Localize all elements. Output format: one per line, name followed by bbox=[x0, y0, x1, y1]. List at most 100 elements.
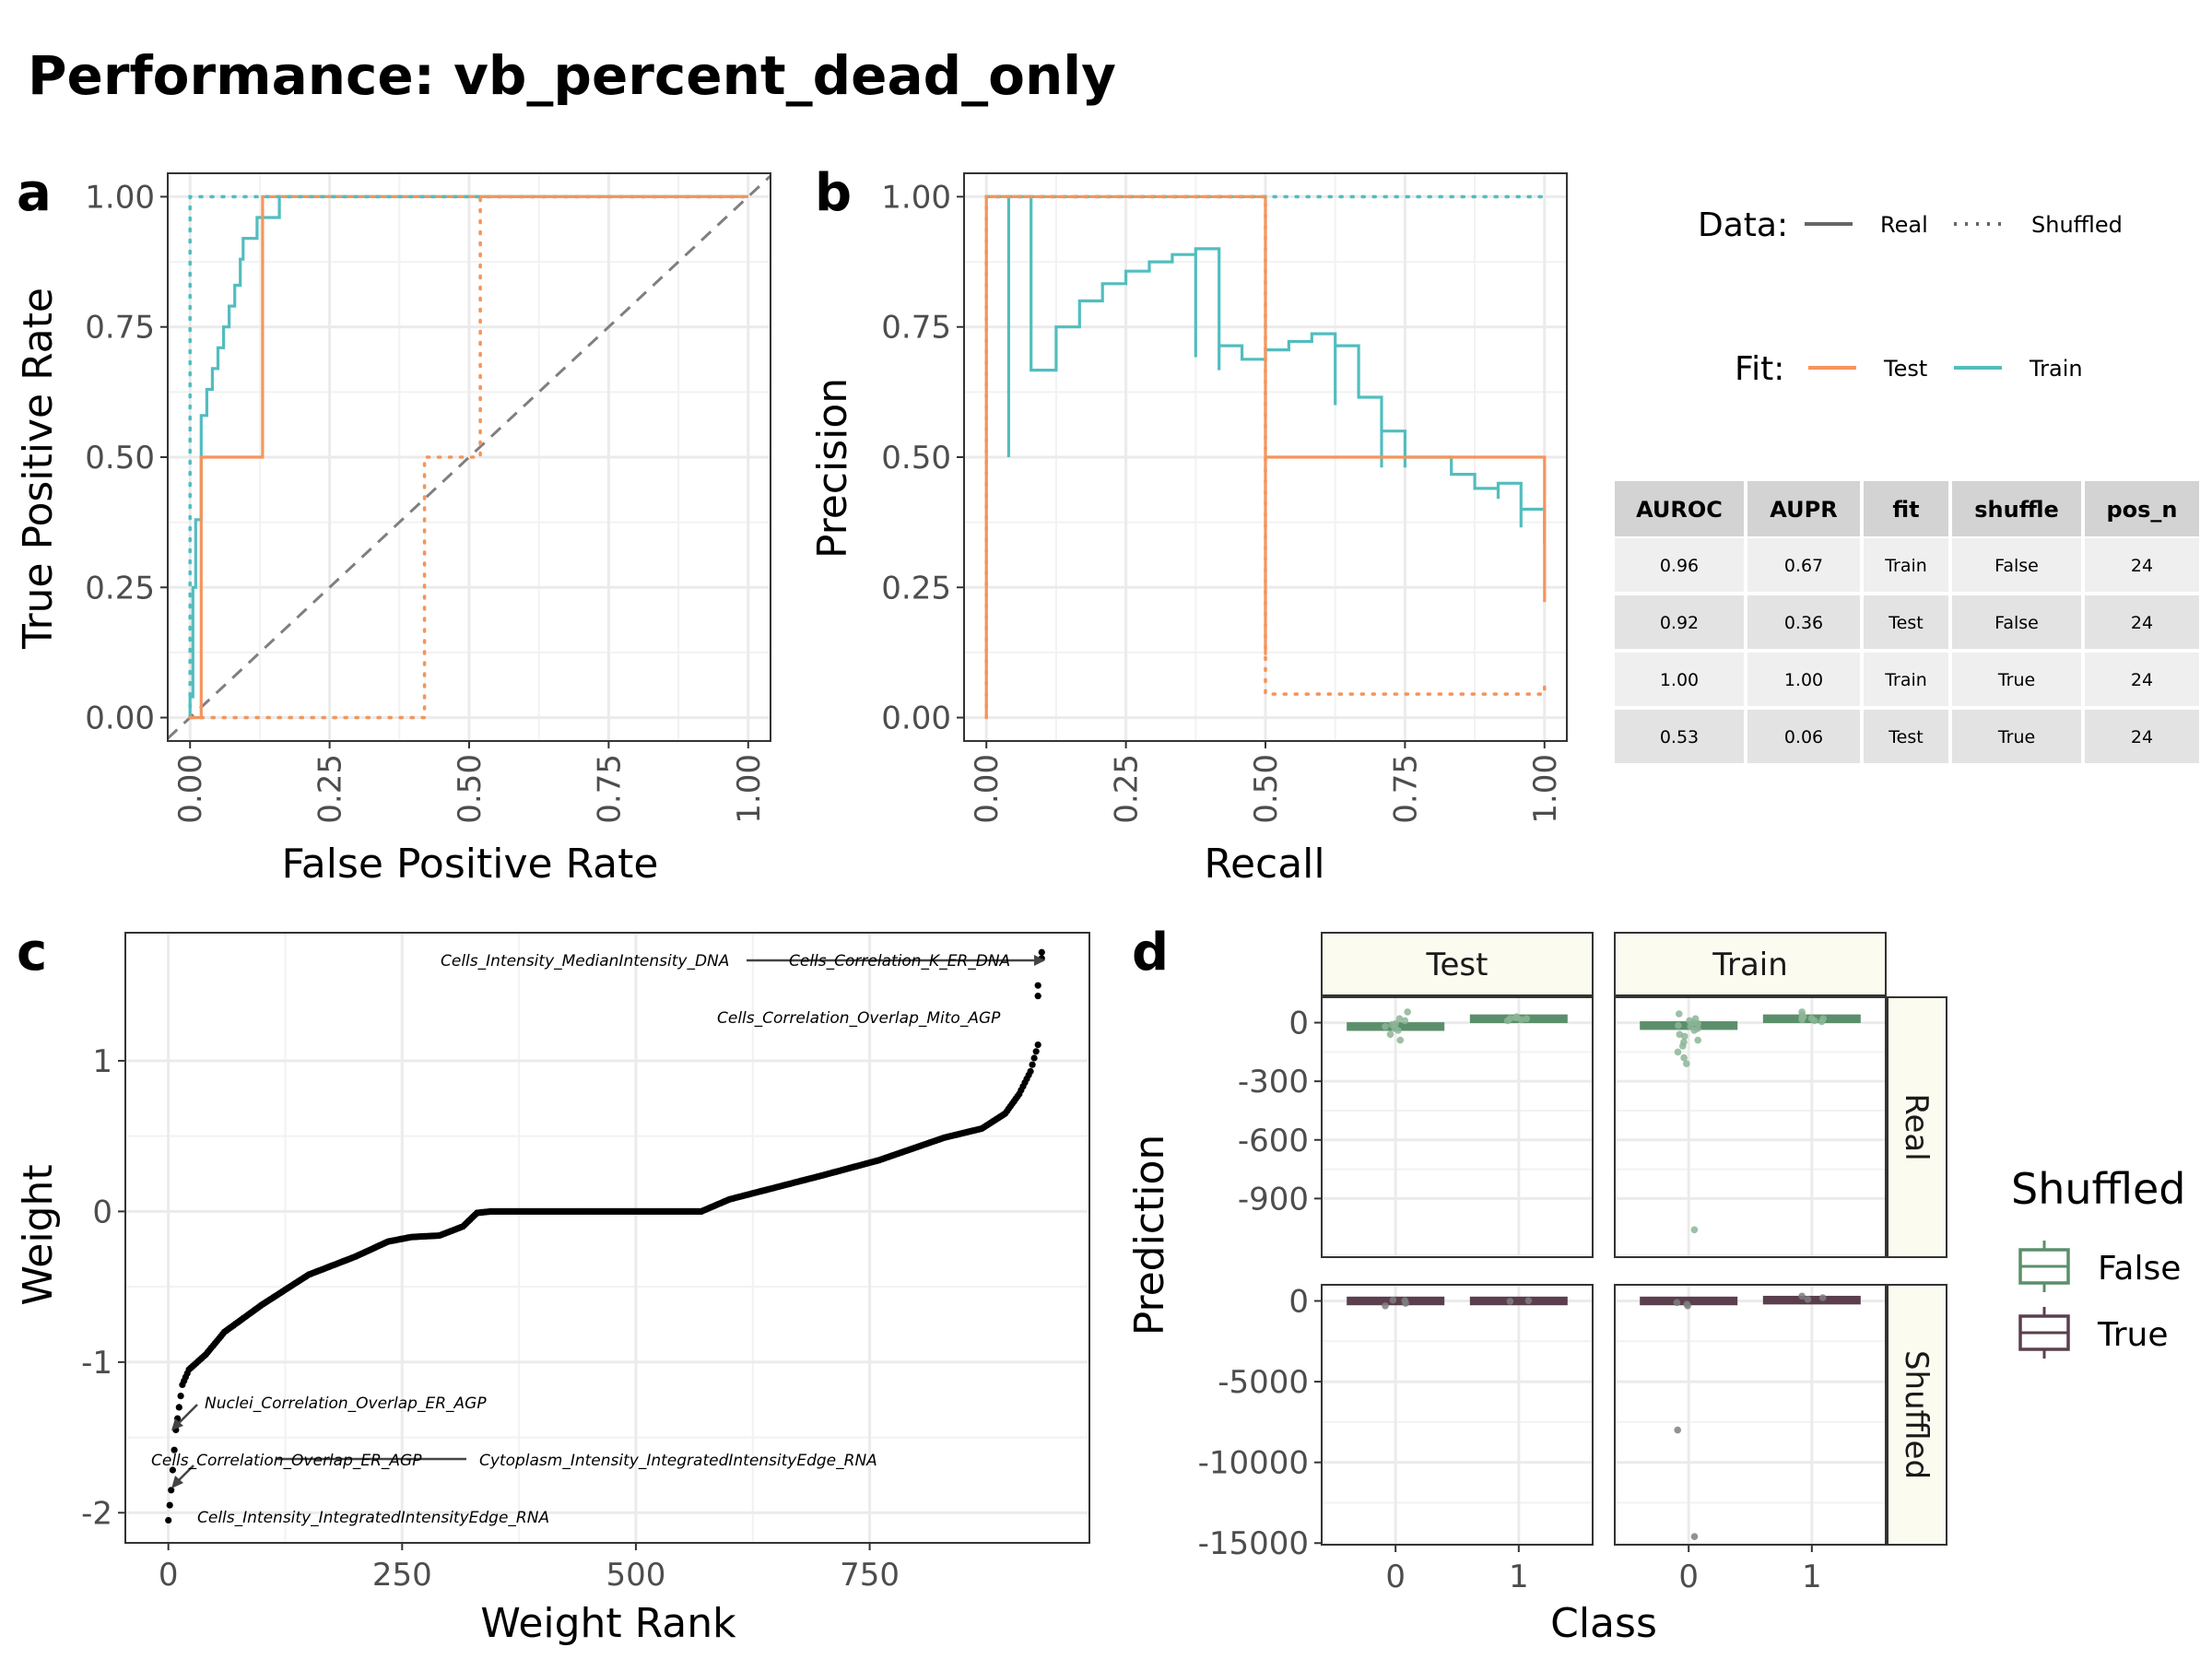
table-cell: 0.96 bbox=[1660, 556, 1699, 576]
legend-true-label: True bbox=[2097, 1316, 2168, 1354]
facet-strip-real bbox=[1887, 996, 1947, 1258]
weight-label-arrowhead bbox=[171, 1476, 183, 1488]
facet-test-shuffled-point-class-0 bbox=[1389, 1296, 1397, 1304]
weight-ytick-label: -1 bbox=[81, 1345, 112, 1382]
pr-xtick-label: 0.50 bbox=[1248, 754, 1285, 824]
weight-point bbox=[175, 1404, 182, 1411]
weight-feature-label: Cells_Intensity_MedianIntensity_DNA bbox=[441, 952, 729, 971]
facet-strip-test bbox=[1321, 932, 1594, 996]
shuffled-legend: Shuffled False True bbox=[2011, 1164, 2185, 1359]
facet-train-real-point-class-1 bbox=[1807, 1015, 1816, 1022]
legend-shuffled-label: Shuffled bbox=[2031, 212, 2123, 238]
weight-point bbox=[168, 1487, 175, 1494]
facet-test-shuffled-point-class-0 bbox=[1382, 1302, 1389, 1310]
prediction-ytick-label: -10000 bbox=[1198, 1445, 1309, 1482]
figure-title: Performance: vb_percent_dead_only bbox=[28, 44, 1116, 107]
table-cell-bg bbox=[1747, 538, 1860, 592]
facet-train-real-point-class-0 bbox=[1681, 1032, 1688, 1041]
facet-strip-train bbox=[1614, 932, 1887, 996]
table-cell-bg bbox=[1864, 710, 1948, 763]
facet-test-shuffled-xtick-label: 0 bbox=[1385, 1559, 1406, 1595]
facet-train-real-point-class-0 bbox=[1674, 1048, 1682, 1056]
table-cell-bg bbox=[2085, 710, 2199, 763]
facet-train-real-point-class-0 bbox=[1680, 1053, 1688, 1062]
roc-ytick-label: 1.00 bbox=[85, 179, 155, 216]
weight-feature-label: Cells_Correlation_K_ER_DNA bbox=[789, 952, 1010, 971]
weight-point bbox=[171, 1446, 178, 1453]
pr-ytick-label: 1.00 bbox=[881, 179, 951, 216]
legend-fit-title: Fit: bbox=[1735, 350, 1784, 388]
table-cell-bg bbox=[2085, 595, 2199, 649]
roc-ytick-label: 0.50 bbox=[85, 440, 155, 477]
weight-xtick-label: 500 bbox=[606, 1557, 665, 1594]
facet-train-shuffled-xtick-label: 0 bbox=[1678, 1559, 1699, 1595]
facet-test-real-point-class-0 bbox=[1396, 1036, 1405, 1044]
facet-train-shuffled-border bbox=[1614, 1284, 1887, 1546]
table-cell: Train bbox=[1884, 556, 1927, 576]
table-header-fit: fit bbox=[1892, 497, 1919, 523]
roc-xtick-label: 0.00 bbox=[172, 754, 209, 824]
facet-train-real-point-class-0 bbox=[1676, 1010, 1683, 1018]
facet-test-shuffled-border bbox=[1321, 1284, 1594, 1546]
prediction-ytick-label: -600 bbox=[1238, 1123, 1309, 1159]
table-cell-bg bbox=[1615, 595, 1744, 649]
facet-train-shuffled-xtick-label: 1 bbox=[1802, 1559, 1822, 1595]
roc-diagonal bbox=[166, 174, 772, 740]
table-header-cell bbox=[1952, 481, 2081, 536]
weight-xtick-label: 0 bbox=[159, 1557, 179, 1594]
pr-series-train-real bbox=[986, 194, 1547, 545]
weight-ytick-label: -2 bbox=[81, 1495, 112, 1532]
weight-ytick-label: 1 bbox=[92, 1043, 112, 1080]
table-cell-bg bbox=[2085, 653, 2199, 706]
table-header-cell bbox=[1864, 481, 1948, 536]
table-cell: 1.00 bbox=[1660, 670, 1699, 690]
weight-point bbox=[177, 1393, 184, 1400]
weight-ytick-label: 0 bbox=[92, 1194, 112, 1230]
facet-strip-label-train: Train bbox=[1712, 947, 1788, 983]
weight-point bbox=[165, 1516, 172, 1524]
facet-train-real-point-class-0 bbox=[1694, 1025, 1701, 1032]
facet-test-real-point-class-0 bbox=[1401, 1017, 1409, 1025]
table-cell-bg bbox=[2085, 538, 2199, 592]
facet-train-shuffled-point-class-1 bbox=[1804, 1296, 1812, 1303]
table-cell: 0.53 bbox=[1660, 727, 1699, 747]
weight-feature-label: Cells_Correlation_Overlap_ER_AGP bbox=[151, 1452, 422, 1470]
table-cell: True bbox=[1997, 727, 2035, 747]
prediction-xlabel: Class bbox=[1550, 1600, 1657, 1647]
prediction-ylabel: Prediction bbox=[1126, 1135, 1173, 1336]
table-cell-bg bbox=[1952, 595, 2081, 649]
table-cell: 24 bbox=[2131, 670, 2153, 690]
pr-panel: 0.00 0.00 0.25 0.25 0.50 0.50 0.75 0.75 1.00 1.00 bbox=[881, 172, 1568, 824]
facet-train-real-point-class-0 bbox=[1680, 1039, 1688, 1046]
ab-legend: Data: Real Shuffled Fit: Test Train bbox=[1698, 206, 2123, 388]
weight-point bbox=[169, 1466, 176, 1474]
weight-label-arrowhead bbox=[1034, 955, 1045, 966]
facet-train-real-point-class-0 bbox=[1694, 1036, 1701, 1044]
facet-train-real-point-class-0 bbox=[1690, 1226, 1699, 1234]
legend-shuffled-title: Shuffled bbox=[2011, 1164, 2185, 1214]
table-header-cell bbox=[1615, 481, 1744, 536]
table-cell-bg bbox=[1864, 653, 1948, 706]
facet-test-shuffled-point-class-0 bbox=[1402, 1300, 1409, 1307]
table-cell: 0.36 bbox=[1784, 613, 1823, 633]
table-cell: Train bbox=[1884, 670, 1927, 690]
weight-ylabel: Weight bbox=[15, 1164, 62, 1305]
weight-point bbox=[1029, 1061, 1036, 1068]
facet-train-real-border bbox=[1614, 996, 1887, 1258]
legend-false-key bbox=[2018, 1241, 2070, 1292]
table-cell: 0.06 bbox=[1784, 727, 1823, 747]
facet-train-shuffled-point-class-1 bbox=[1818, 1294, 1827, 1301]
table-cell: Test bbox=[1888, 613, 1923, 633]
table-cell-bg bbox=[1747, 595, 1860, 649]
weight-xtick-label: 250 bbox=[372, 1557, 432, 1594]
weight-point bbox=[166, 1501, 173, 1509]
facet-train-real-point-class-0 bbox=[1683, 1060, 1690, 1067]
prediction-ytick-label: 0 bbox=[1288, 1006, 1309, 1042]
roc-xtick-label: 0.75 bbox=[591, 754, 628, 824]
table-cell-bg bbox=[1747, 710, 1860, 763]
weight-xtick-label: 750 bbox=[840, 1557, 900, 1594]
facet-train-real-bg bbox=[1615, 997, 1886, 1257]
table-cell-bg bbox=[1615, 653, 1744, 706]
prediction-panel: Test Train Real Shuffled 0 -300 -600 -900 0 1 0 1 0 -… bbox=[1198, 932, 1947, 1595]
